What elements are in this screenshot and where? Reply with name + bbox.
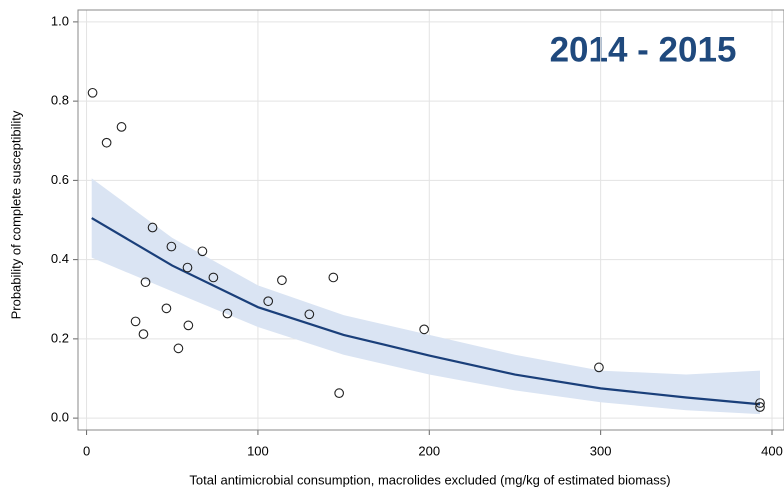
data-point — [140, 277, 151, 288]
data-point — [222, 308, 233, 319]
x-axis-label: Total antimicrobial consumption, macroli… — [189, 472, 670, 487]
y-tick-label: 0.2 — [51, 330, 69, 345]
data-point — [328, 272, 339, 283]
data-point — [173, 343, 184, 354]
data-point — [87, 87, 98, 98]
data-point — [755, 398, 765, 408]
data-point — [182, 262, 193, 273]
x-tick-label: 300 — [590, 443, 612, 458]
data-point — [304, 309, 315, 320]
y-tick-label: 1.0 — [51, 13, 69, 28]
x-tick-label: 100 — [247, 443, 269, 458]
data-point — [755, 402, 765, 412]
x-tick-label: 400 — [761, 443, 783, 458]
data-point — [277, 275, 287, 286]
y-tick-label: 0.0 — [51, 410, 69, 425]
data-point — [101, 137, 112, 148]
fit-line — [91, 217, 761, 406]
data-point — [263, 296, 274, 307]
plot-frame — [77, 9, 784, 431]
data-point — [147, 222, 158, 233]
data-point — [161, 303, 172, 314]
data-point — [419, 324, 429, 335]
data-point — [594, 362, 604, 373]
x-tick-label: 200 — [418, 443, 440, 458]
x-tick-label: 0 — [83, 443, 90, 458]
y-tick-label: 0.8 — [51, 93, 69, 108]
data-point — [183, 320, 194, 331]
data-point — [130, 316, 141, 327]
data-point — [208, 272, 219, 283]
data-point — [334, 388, 345, 399]
confidence-band — [91, 178, 761, 415]
annotation: 2014 - 2015 — [550, 30, 737, 69]
data-point — [116, 122, 127, 132]
data-point — [166, 241, 177, 252]
data-point — [138, 329, 149, 339]
y-axis-label: Probability of complete susceptibility — [8, 110, 23, 319]
y-tick-label: 0.4 — [51, 251, 69, 266]
data-point — [197, 246, 208, 257]
y-tick-label: 0.6 — [51, 172, 69, 187]
